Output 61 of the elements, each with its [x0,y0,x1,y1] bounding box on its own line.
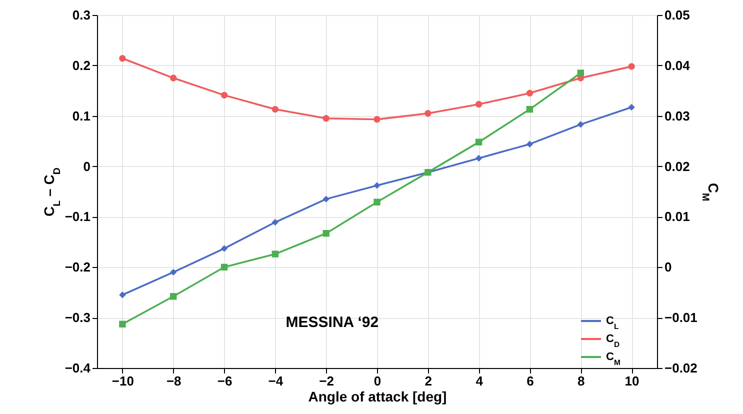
y2-tick-label: 0 [664,260,672,275]
point [475,154,482,162]
y-tick-label: −0.3 [64,310,90,326]
point [220,264,228,270]
point [170,74,177,82]
y2-tick-label: 0.03 [664,108,690,124]
point [119,320,126,328]
x-tick-label: 4 [476,374,484,388]
point [220,92,228,99]
point [374,198,380,206]
y-tick-label: 0 [83,158,90,174]
point [628,63,635,70]
y-tick-label: 0.3 [72,8,90,22]
y2-tick-label: −0.02 [664,360,698,376]
x-tick-label: 8 [578,374,585,388]
point [628,104,635,111]
point [322,196,330,202]
x-tick-label: −4 [268,374,284,388]
x-tick-label: −10 [112,374,134,388]
y2-tick-label: 0.05 [664,8,690,22]
y2-tick-label: −0.01 [664,310,698,326]
point [526,140,534,148]
y-tick-label: −0.4 [64,360,92,376]
y2-tick-label: 0.02 [664,158,690,174]
y-tick-label: −0.2 [64,260,90,275]
y2-tick-label: 0.04 [664,58,691,73]
point [475,100,482,108]
point [119,55,126,62]
legend-label: C$_{L}$ [606,315,619,330]
point [526,106,534,113]
x-tick-label: 6 [526,374,534,388]
legend-label: C$_{D}$ [606,333,620,348]
point [577,70,584,76]
point [374,182,380,189]
point [475,138,482,146]
x-tick-label: 0 [374,374,382,388]
point [119,292,126,298]
point [526,90,534,97]
legend-label: C$_{M}$ [606,351,620,366]
point [220,245,228,252]
y-tick-label: −0.1 [64,209,90,224]
point [577,121,584,128]
point [322,115,330,122]
x-tick-label: 10 [624,374,640,388]
point [170,268,177,276]
point [322,230,330,237]
point [272,250,279,258]
annotation: MESSINA ‘92 [286,314,379,332]
x-tick-label: −2 [319,374,334,388]
point [170,293,177,300]
x-tick-label: −6 [217,374,232,388]
x-axis-title: Angle of attack [deg] [308,388,447,404]
y-tick-label: 0.1 [72,108,90,124]
point [272,106,279,113]
y-tick-label: 0.2 [72,58,90,73]
point [374,116,380,123]
y2-tick-label: 0.01 [664,209,690,224]
x-tick-label: 2 [424,374,432,388]
point [424,110,432,117]
x-tick-label: −8 [166,374,182,388]
point [272,218,279,226]
